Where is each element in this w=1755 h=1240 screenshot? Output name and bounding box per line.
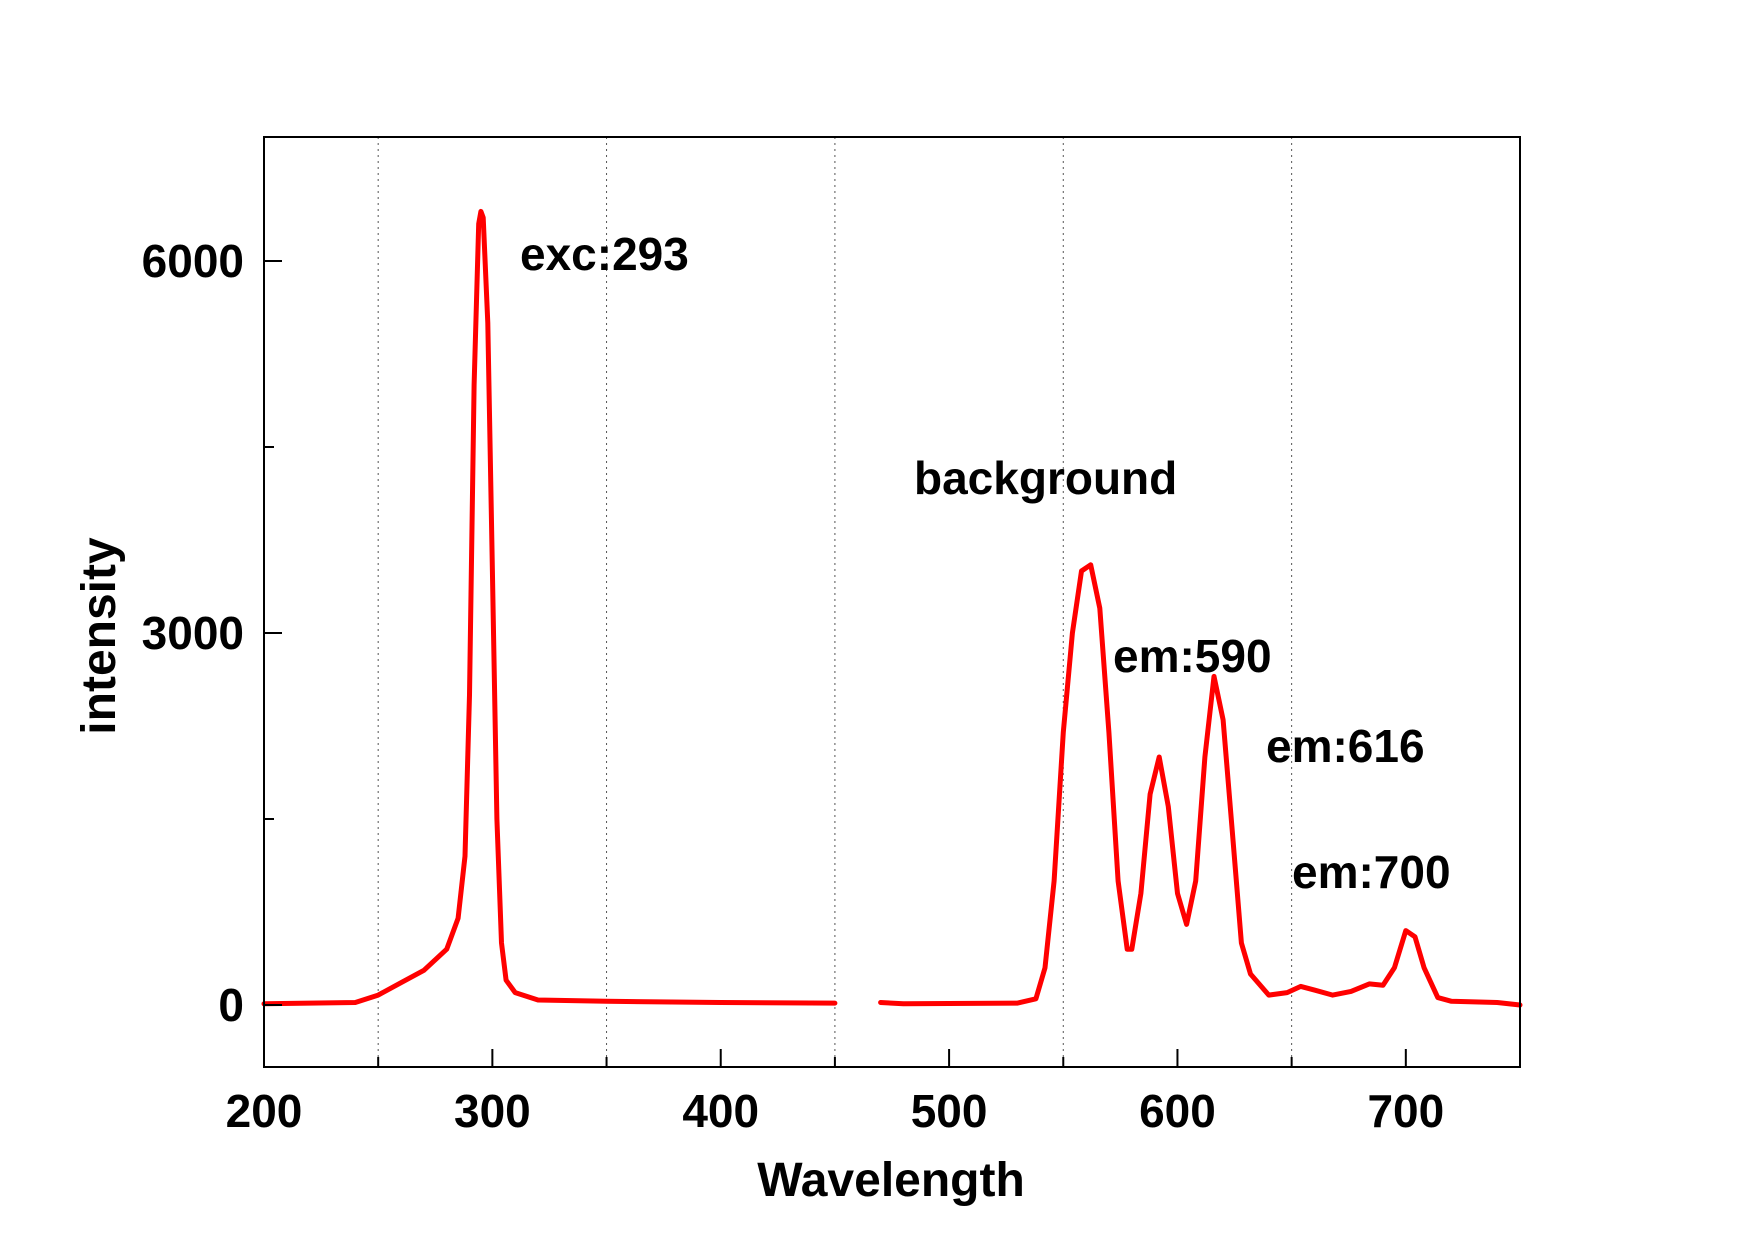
y-tick-label: 3000 xyxy=(142,607,244,659)
x-axis-label: Wavelength xyxy=(757,1154,1025,1207)
x-tick-label: 400 xyxy=(682,1085,759,1137)
series-line-excitation xyxy=(261,208,838,1007)
x-tick-label: 600 xyxy=(1139,1085,1216,1137)
y-tick-label: 0 xyxy=(218,979,244,1031)
tick-labels: 200 300 400 500 600 700 0 3000 6000 xyxy=(142,235,1445,1137)
annotations: exc:293 background em:590 em:616 em:700 xyxy=(520,228,1451,898)
x-tick-label: 700 xyxy=(1367,1085,1444,1137)
x-tick-label: 200 xyxy=(226,1085,303,1137)
annotation-label: em:700 xyxy=(1292,846,1451,898)
y-tick-label: 6000 xyxy=(142,235,244,287)
plot-frame xyxy=(263,136,1521,1068)
series-layer xyxy=(261,208,1523,1008)
axis-ticks xyxy=(263,260,1407,1067)
annotation-label: exc:293 xyxy=(520,228,689,280)
series-line-emission xyxy=(878,562,1523,1008)
annotation-label: background xyxy=(914,452,1177,504)
x-tick-label: 500 xyxy=(911,1085,988,1137)
y-axis-label: intensity xyxy=(73,537,126,735)
x-tick-label: 300 xyxy=(454,1085,531,1137)
grid-lines xyxy=(377,137,1293,1067)
annotation-label: em:616 xyxy=(1266,720,1425,772)
annotation-label: em:590 xyxy=(1113,630,1272,682)
